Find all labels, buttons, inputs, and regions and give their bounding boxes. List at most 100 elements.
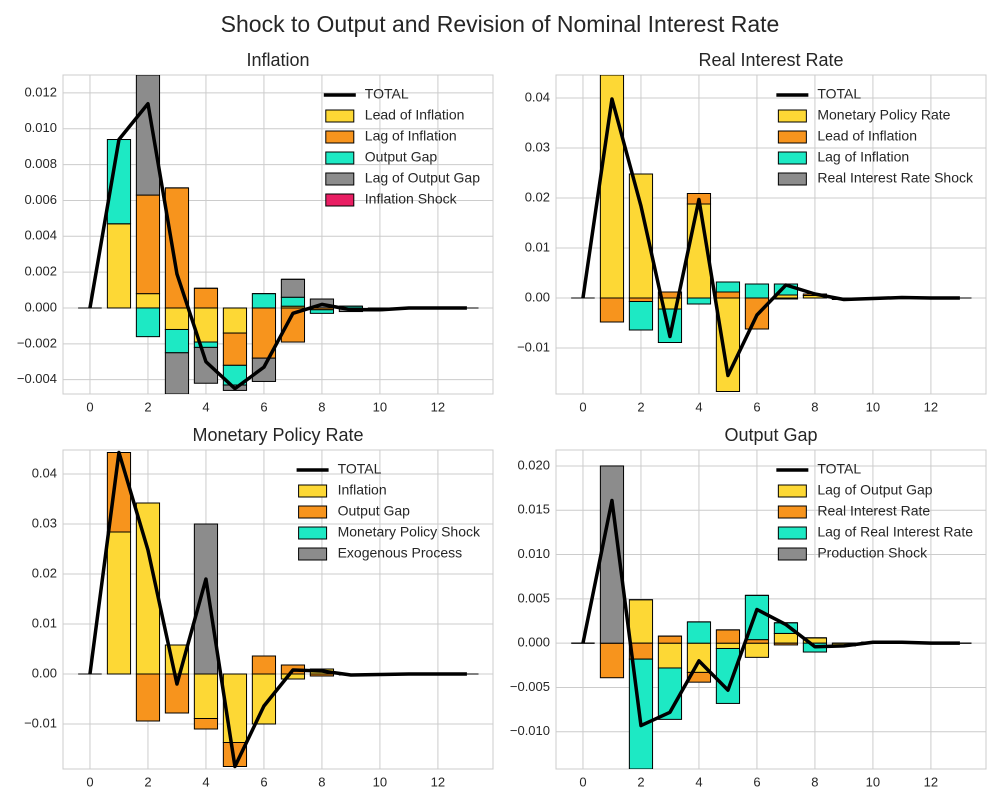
y-tick-label: 0.03 [32,515,57,530]
legend-label: Lead of Inflation [817,128,917,144]
x-tick-label: 2 [144,774,151,789]
y-tick-label: −0.002 [17,335,57,350]
bar [744,642,770,658]
bar [628,301,654,331]
bar [628,297,654,302]
bar [715,642,741,649]
bars [571,75,972,392]
legend: TOTAL Inflation Output Gap Monetary Policy … [296,461,481,561]
x-tick-label: 4 [202,774,209,789]
bar [744,283,770,299]
x-tick-label: 10 [866,774,880,789]
x-tick-label: 0 [579,774,586,789]
x-tick-label: 6 [753,774,760,789]
subplot-title: Inflation [246,50,309,70]
bar [309,309,335,314]
subplot-title: Output Gap [724,425,817,445]
y-tick-label: 0.010 [517,546,550,561]
bar [686,621,712,644]
legend-label: Production Shock [817,545,928,561]
bar [280,296,306,307]
legend-label: Output Gap [365,149,438,165]
total-line [581,97,960,378]
x-tick-label: 4 [695,774,702,789]
legend-label: Lag of Real Interest Rate [817,524,973,540]
bar [164,187,190,309]
y-tick-label: 0.03 [525,139,550,154]
bar [715,629,741,644]
total-line [88,101,467,391]
x-tick-label: 8 [811,399,818,414]
subplot-title: Real Interest Rate [698,50,843,70]
bars [78,75,479,394]
total-line [581,498,960,728]
y-tick-label: 0.005 [517,590,550,605]
legend-label: TOTAL [817,86,861,102]
legend-swatch [325,172,355,186]
y-tick-label: 0.004 [24,228,57,243]
legend-label: Lag of Inflation [365,128,457,144]
x-tick-label: 10 [866,399,880,414]
bar [251,357,277,382]
x-tick-label: 2 [637,774,644,789]
x-tick-label: 4 [202,399,209,414]
x-tick-label: 2 [637,399,644,414]
y-tick-label: −0.01 [24,715,57,730]
x-tick-label: 8 [318,774,325,789]
y-tick-label: −0.005 [510,679,550,694]
subplot: Output Gap −0.010 −0.005 0.000 0.005 0.010 0.0… [510,425,987,789]
bar [164,328,190,354]
bar [135,307,161,338]
bar [251,673,277,725]
legend-swatch [777,151,807,165]
legend-swatch [298,526,328,540]
y-tick-label: 0.000 [517,635,550,650]
x-tick-label: 6 [260,399,267,414]
bar [773,632,799,644]
legend-swatch [777,484,807,498]
legend-label: Exogenous Process [338,545,463,561]
legend-swatch [325,109,355,123]
legend: TOTAL Lead of Inflation Lag of Inflation Ou… [323,86,480,207]
legend: TOTAL Lag of Output Gap Real Interest Rate… [776,461,973,561]
legend-label: Lead of Inflation [365,107,465,123]
bar [193,346,219,384]
legend-label: Real Interest Rate Shock [817,170,974,186]
bar [193,523,219,675]
bar [106,223,132,309]
x-tick-label: 0 [86,399,93,414]
bar [164,673,190,714]
bar [135,293,161,309]
y-tick-label: 0.01 [32,615,57,630]
legend-swatch [777,172,807,186]
x-tick-label: 8 [811,774,818,789]
legend-swatch [325,151,355,165]
bar [251,293,277,309]
bar [222,332,248,366]
bar [280,307,306,343]
legend-swatch [298,505,328,519]
legend-swatch [777,526,807,540]
bar [193,287,219,309]
bar [106,531,132,675]
bar [599,297,625,323]
subplot: Monetary Policy Rate −0.01 0.00 0.01 0.02 0.0… [24,425,494,789]
y-tick-label: 0.00 [525,289,550,304]
y-tick-label: 0.000 [24,299,57,314]
legend-label: Real Interest Rate [817,503,930,519]
bar [164,307,190,330]
bar [715,281,741,293]
y-tick-label: 0.006 [24,192,57,207]
bar [135,194,161,295]
bar [135,673,161,722]
x-tick-label: 8 [318,399,325,414]
figure-title: Shock to Output and Revision of Nominal … [221,11,780,37]
bar [164,352,190,394]
x-tick-label: 6 [260,774,267,789]
legend-label: Lag of Output Gap [365,170,480,186]
x-tick-label: 0 [86,774,93,789]
y-tick-label: −0.004 [17,371,57,386]
y-tick-label: −0.010 [510,723,550,738]
total-line [88,450,467,769]
bars [571,465,972,769]
